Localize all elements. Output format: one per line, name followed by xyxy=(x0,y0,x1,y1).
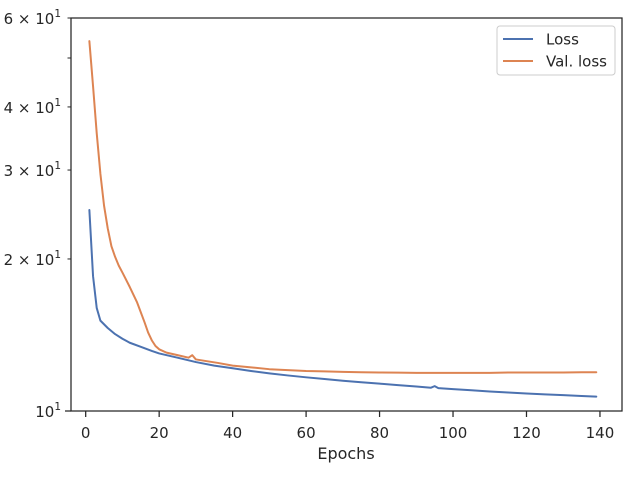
series-line-2 xyxy=(88,40,598,374)
y-tick-label: 3 × 101 xyxy=(4,160,61,180)
axes-layer: 0 20 40 60 80 100 120 140 101 2 × 101 3 × 101 4 × 1… xyxy=(4,8,623,442)
x-tick-label: 100 xyxy=(439,424,468,442)
x-tick-label: 60 xyxy=(297,424,316,442)
legend-label-2: Val. loss xyxy=(546,53,607,71)
x-tick-label: 0 xyxy=(81,424,91,442)
x-tick-label: 80 xyxy=(370,424,389,442)
y-tick-label: 4 × 101 xyxy=(4,97,61,117)
axes-frame xyxy=(70,17,623,412)
y-tick-label: 6 × 101 xyxy=(4,8,61,28)
x-tick-label: 20 xyxy=(150,424,169,442)
series-line-1 xyxy=(88,209,598,398)
x-tick-label: 40 xyxy=(223,424,242,442)
x-tick-label: 120 xyxy=(512,424,541,442)
series-layer xyxy=(88,40,598,398)
x-tick-label: 140 xyxy=(586,424,615,442)
legend: Loss Val. loss xyxy=(496,25,616,76)
legend-label-1: Loss xyxy=(546,31,579,49)
y-tick-label: 2 × 101 xyxy=(4,249,61,269)
x-axis-label: Epochs xyxy=(317,444,374,463)
y-tick-label: 101 xyxy=(35,401,61,421)
